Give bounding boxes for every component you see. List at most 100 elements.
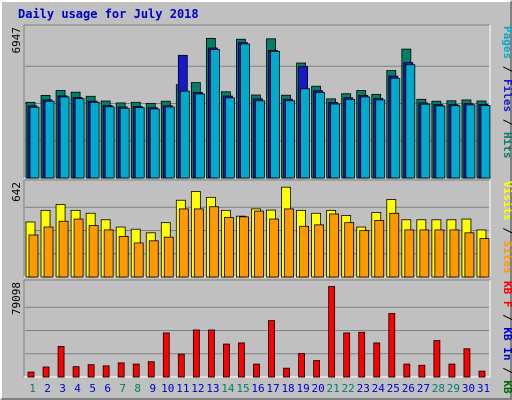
- panel-middle-y-max-label: 642: [10, 182, 23, 202]
- bar-kb-f-day-7: [117, 362, 125, 378]
- bar-sites-day-10: [163, 236, 174, 278]
- x-tick-label-day-15: 15: [236, 382, 249, 395]
- x-tick-label-day-22: 22: [342, 382, 355, 395]
- bar-pages-day-14: [225, 97, 235, 179]
- bar-pages-day-1: [29, 106, 40, 179]
- legend-entry: Files: [501, 79, 512, 112]
- bar-sites-day-19: [299, 225, 309, 278]
- bar-kb-f-day-30: [463, 348, 471, 378]
- bar-pages-day-31: [480, 105, 491, 179]
- bar-pages-day-18: [285, 100, 295, 179]
- bar-pages-day-3: [59, 96, 70, 179]
- x-tick-label-day-10: 10: [161, 382, 174, 395]
- bar-kb-f-day-5: [87, 364, 95, 378]
- legend-entry: KB F: [501, 281, 512, 308]
- bar-pages-day-28: [435, 105, 446, 179]
- bar-kb-f-day-23: [358, 331, 366, 378]
- bar-sites-day-4: [73, 218, 84, 278]
- panel-bottom-y-max-label: 79098: [10, 282, 23, 315]
- bar-sites-day-24: [374, 220, 385, 278]
- panel-middle-legend: Visits / Sites: [501, 181, 512, 274]
- bar-kb-f-day-4: [72, 366, 80, 378]
- bar-sites-day-6: [103, 229, 114, 278]
- x-tick-label-day-27: 27: [417, 382, 430, 395]
- bar-kb-f-day-21: [328, 286, 336, 378]
- bar-sites-day-28: [434, 229, 445, 278]
- legend-entry: /: [501, 112, 512, 132]
- bar-kb-f-day-3: [57, 346, 65, 378]
- x-tick-label-day-19: 19: [296, 382, 309, 395]
- bar-sites-day-9: [148, 240, 159, 278]
- bar-kb-f-day-25: [388, 313, 396, 378]
- bar-kb-f-day-13: [207, 329, 215, 378]
- bar-kb-f-day-31: [478, 370, 486, 378]
- bar-sites-day-8: [133, 242, 144, 278]
- bar-sites-day-27: [419, 229, 430, 278]
- x-tick-label-day-20: 20: [312, 382, 325, 395]
- bar-sites-day-21: [329, 213, 340, 278]
- bar-kb-f-day-12: [192, 329, 200, 378]
- bar-kb-f-day-16: [253, 363, 260, 378]
- bar-sites-day-7: [118, 236, 129, 278]
- legend-entry: /: [501, 59, 512, 79]
- x-tick-label-day-26: 26: [402, 382, 415, 395]
- x-tick-label-day-8: 8: [134, 382, 141, 395]
- bar-sites-day-11: [178, 208, 189, 278]
- legend-entry: /: [501, 221, 512, 241]
- bar-pages-day-13: [209, 49, 220, 179]
- bar-pages-day-2: [44, 100, 55, 179]
- bar-pages-day-19: [300, 88, 310, 179]
- x-tick-label-day-1: 1: [29, 382, 36, 395]
- x-tick-label-day-21: 21: [327, 382, 340, 395]
- bar-pages-day-29: [450, 105, 461, 179]
- bar-pages-day-15: [240, 43, 250, 179]
- bar-sites-day-1: [28, 234, 39, 278]
- x-tick-label-day-9: 9: [149, 382, 156, 395]
- x-tick-label-day-6: 6: [104, 382, 111, 395]
- bar-sites-day-16: [254, 210, 264, 278]
- panel-bottom-background: [24, 280, 490, 377]
- bar-kb-f-day-1: [27, 371, 35, 378]
- bar-sites-day-30: [464, 232, 475, 278]
- x-tick-label-day-12: 12: [191, 382, 204, 395]
- bar-pages-day-7: [119, 107, 130, 179]
- bar-pages-day-12: [194, 93, 205, 179]
- bar-pages-day-20: [315, 92, 326, 179]
- bar-sites-day-26: [404, 229, 415, 278]
- x-tick-label-day-25: 25: [387, 382, 400, 395]
- bar-pages-day-24: [375, 99, 386, 179]
- bar-kb-f-day-28: [433, 340, 441, 378]
- chart-title: Daily usage for July 2018: [18, 7, 199, 21]
- panel-top-legend: Pages / Files / Hits: [501, 26, 512, 159]
- bar-sites-day-17: [269, 218, 279, 278]
- bar-pages-day-9: [149, 108, 160, 179]
- bar-kb-f-day-9: [147, 361, 155, 378]
- x-tick-label-day-29: 29: [447, 382, 460, 395]
- x-tick-label-day-5: 5: [89, 382, 96, 395]
- bar-pages-day-26: [405, 64, 416, 179]
- bar-pages-day-6: [104, 106, 115, 179]
- bar-sites-day-13: [208, 206, 219, 278]
- legend-entry: Pages: [501, 26, 512, 59]
- bar-kb-f-day-8: [132, 363, 140, 378]
- bar-pages-day-17: [270, 51, 280, 179]
- bar-pages-day-4: [74, 98, 85, 179]
- x-tick-label-day-17: 17: [266, 382, 279, 395]
- x-tick-label-day-28: 28: [432, 382, 445, 395]
- bar-pages-day-10: [164, 106, 175, 179]
- bar-kb-f-day-11: [177, 353, 185, 378]
- bar-pages-day-5: [89, 101, 100, 179]
- bar-kb-f-day-19: [298, 353, 305, 378]
- bar-pages-day-11: [179, 90, 190, 179]
- bar-pages-day-25: [390, 77, 401, 179]
- legend-entry: /: [501, 361, 512, 381]
- x-tick-label-day-2: 2: [44, 382, 51, 395]
- bar-sites-day-2: [43, 226, 54, 278]
- bar-sites-day-12: [193, 208, 204, 278]
- legend-entry: KB In: [501, 327, 512, 360]
- bar-kb-f-day-24: [373, 342, 381, 378]
- x-tick-label-day-14: 14: [221, 382, 235, 395]
- bar-kb-f-day-10: [162, 332, 170, 378]
- bar-pages-day-22: [345, 99, 356, 179]
